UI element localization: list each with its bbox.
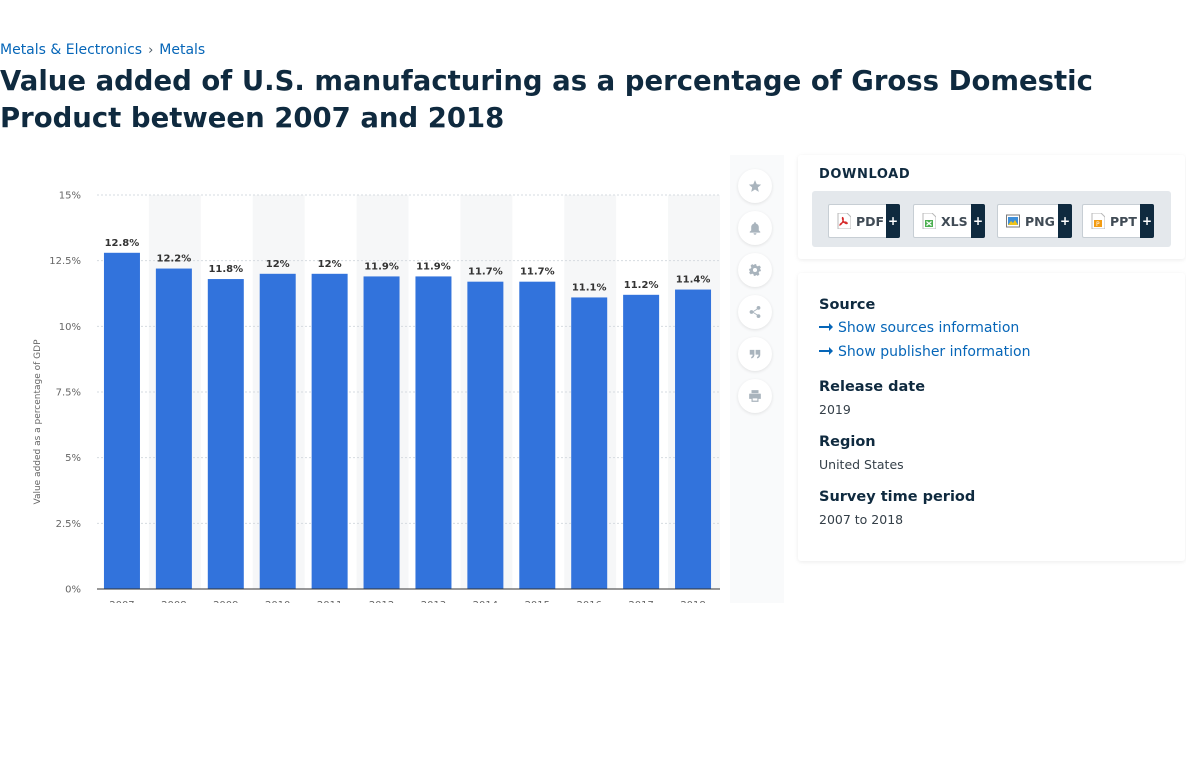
y-axis-title: Value added as a percentage of GDP xyxy=(33,339,43,505)
show-sources-link[interactable]: Show sources information xyxy=(819,320,1019,336)
share-icon xyxy=(749,306,761,318)
download-pdf-plus: + xyxy=(886,204,900,238)
download-png-button[interactable]: PNG + xyxy=(997,204,1072,238)
bar-chart: 0% 2.5% 5% 7.5% 10% 12.5% 15% Value added as a … xyxy=(33,191,720,603)
y-tick-label: 0% xyxy=(65,585,81,596)
download-ppt-button[interactable]: P PPT + xyxy=(1082,204,1154,238)
survey-period-label: Survey time period xyxy=(819,489,976,505)
data-label-2014: 11.7% xyxy=(468,267,503,278)
data-label-2007: 12.8% xyxy=(105,238,140,249)
download-pdf-label: PDF xyxy=(856,213,885,229)
data-label-2013: 11.9% xyxy=(416,261,451,272)
y-tick-label: 12.5% xyxy=(49,256,81,267)
data-label-2009: 11.8% xyxy=(208,264,243,275)
y-tick-label: 2.5% xyxy=(56,519,81,530)
download-panel: DOWNLOAD PDF + XLS + PNG + P xyxy=(798,155,1185,259)
data-label-2012: 11.9% xyxy=(364,261,399,272)
bar-2018 xyxy=(675,289,712,589)
download-xls-button[interactable]: XLS + xyxy=(913,204,985,238)
bar-2017 xyxy=(623,294,660,589)
breadcrumb-link-metals-electronics[interactable]: Metals & Electronics xyxy=(0,42,143,58)
bar-2015 xyxy=(519,281,556,589)
xls-file-icon xyxy=(922,212,937,230)
pdf-file-icon xyxy=(837,212,852,230)
bar-2010 xyxy=(259,273,296,589)
bar-2014 xyxy=(467,281,504,589)
data-label-2018: 11.4% xyxy=(676,275,711,286)
release-date-value: 2019 xyxy=(819,402,851,417)
region-value: United States xyxy=(819,457,904,472)
source-label: Source xyxy=(819,297,876,313)
download-xls-label: XLS xyxy=(941,213,968,229)
download-xls-plus: + xyxy=(971,204,985,238)
bar-2009 xyxy=(207,279,244,589)
y-tick-label: 5% xyxy=(65,453,81,464)
quote-icon xyxy=(749,349,761,359)
download-pdf-button[interactable]: PDF + xyxy=(828,204,900,238)
arrow-right-icon xyxy=(819,344,833,360)
ppt-file-icon: P xyxy=(1091,212,1106,230)
chart-toolbar xyxy=(738,169,772,421)
release-date-label: Release date xyxy=(819,379,926,395)
bar-2016 xyxy=(571,297,608,589)
chart-card: 0% 2.5% 5% 7.5% 10% 12.5% 15% Value added as a … xyxy=(0,155,784,603)
x-tick-label-2011: 2011 xyxy=(317,600,342,603)
bar-2011 xyxy=(311,273,348,589)
region-label: Region xyxy=(819,434,876,450)
bar-2008 xyxy=(155,268,192,589)
y-tick-label: 7.5% xyxy=(56,388,81,399)
x-tick-label-2009: 2009 xyxy=(213,600,238,603)
download-ppt-label: PPT xyxy=(1110,213,1137,229)
star-icon xyxy=(748,180,762,192)
settings-button[interactable] xyxy=(738,253,772,287)
download-png-label: PNG xyxy=(1025,213,1055,229)
data-label-2016: 11.1% xyxy=(572,282,607,293)
x-tick-label-2008: 2008 xyxy=(161,600,186,603)
bar-2012 xyxy=(363,276,400,589)
svg-text:P: P xyxy=(1096,221,1100,228)
bell-icon xyxy=(749,222,761,235)
download-ppt-plus: + xyxy=(1140,204,1154,238)
x-tick-label-2015: 2015 xyxy=(525,600,550,603)
x-tick-label-2014: 2014 xyxy=(473,600,498,603)
data-label-2008: 12.2% xyxy=(157,254,192,265)
download-options: PDF + XLS + PNG + P PPT + xyxy=(812,191,1171,247)
bar-2007 xyxy=(103,252,140,589)
x-tick-label-2010: 2010 xyxy=(265,600,290,603)
show-publisher-link[interactable]: Show publisher information xyxy=(819,344,1030,360)
print-icon xyxy=(749,390,761,402)
data-label-2015: 11.7% xyxy=(520,267,555,278)
cite-button[interactable] xyxy=(738,337,772,371)
arrow-right-icon xyxy=(819,320,833,336)
gear-icon xyxy=(749,264,761,276)
x-tick-label-2016: 2016 xyxy=(576,600,601,603)
y-tick-label: 15% xyxy=(59,191,81,202)
x-tick-label-2012: 2012 xyxy=(369,600,394,603)
print-button[interactable] xyxy=(738,379,772,413)
statistic-info-panel: Source Show sources information Show pub… xyxy=(798,273,1185,561)
x-tick-label-2013: 2013 xyxy=(421,600,446,603)
data-label-2011: 12% xyxy=(318,259,342,270)
x-tick-label-2007: 2007 xyxy=(109,600,134,603)
download-png-plus: + xyxy=(1058,204,1072,238)
breadcrumb-separator: › xyxy=(148,42,154,58)
show-sources-label: Show sources information xyxy=(838,320,1020,336)
data-label-2010: 12% xyxy=(266,259,290,270)
data-label-2017: 11.2% xyxy=(624,280,659,291)
png-file-icon xyxy=(1006,213,1020,229)
y-tick-label: 10% xyxy=(59,322,81,333)
x-tick-label-2018: 2018 xyxy=(680,600,705,603)
page-title: Value added of U.S. manufacturing as a p… xyxy=(0,65,1093,134)
share-button[interactable] xyxy=(738,295,772,329)
survey-period-value: 2007 to 2018 xyxy=(819,512,904,527)
breadcrumb-link-metals[interactable]: Metals xyxy=(159,42,206,58)
breadcrumb: Metals & Electronics › Metals xyxy=(0,42,205,58)
bar-2013 xyxy=(415,276,452,589)
favorite-button[interactable] xyxy=(738,169,772,203)
x-tick-label-2017: 2017 xyxy=(628,600,653,603)
show-publisher-label: Show publisher information xyxy=(838,344,1031,360)
download-title: DOWNLOAD xyxy=(819,167,911,182)
alert-button[interactable] xyxy=(738,211,772,245)
